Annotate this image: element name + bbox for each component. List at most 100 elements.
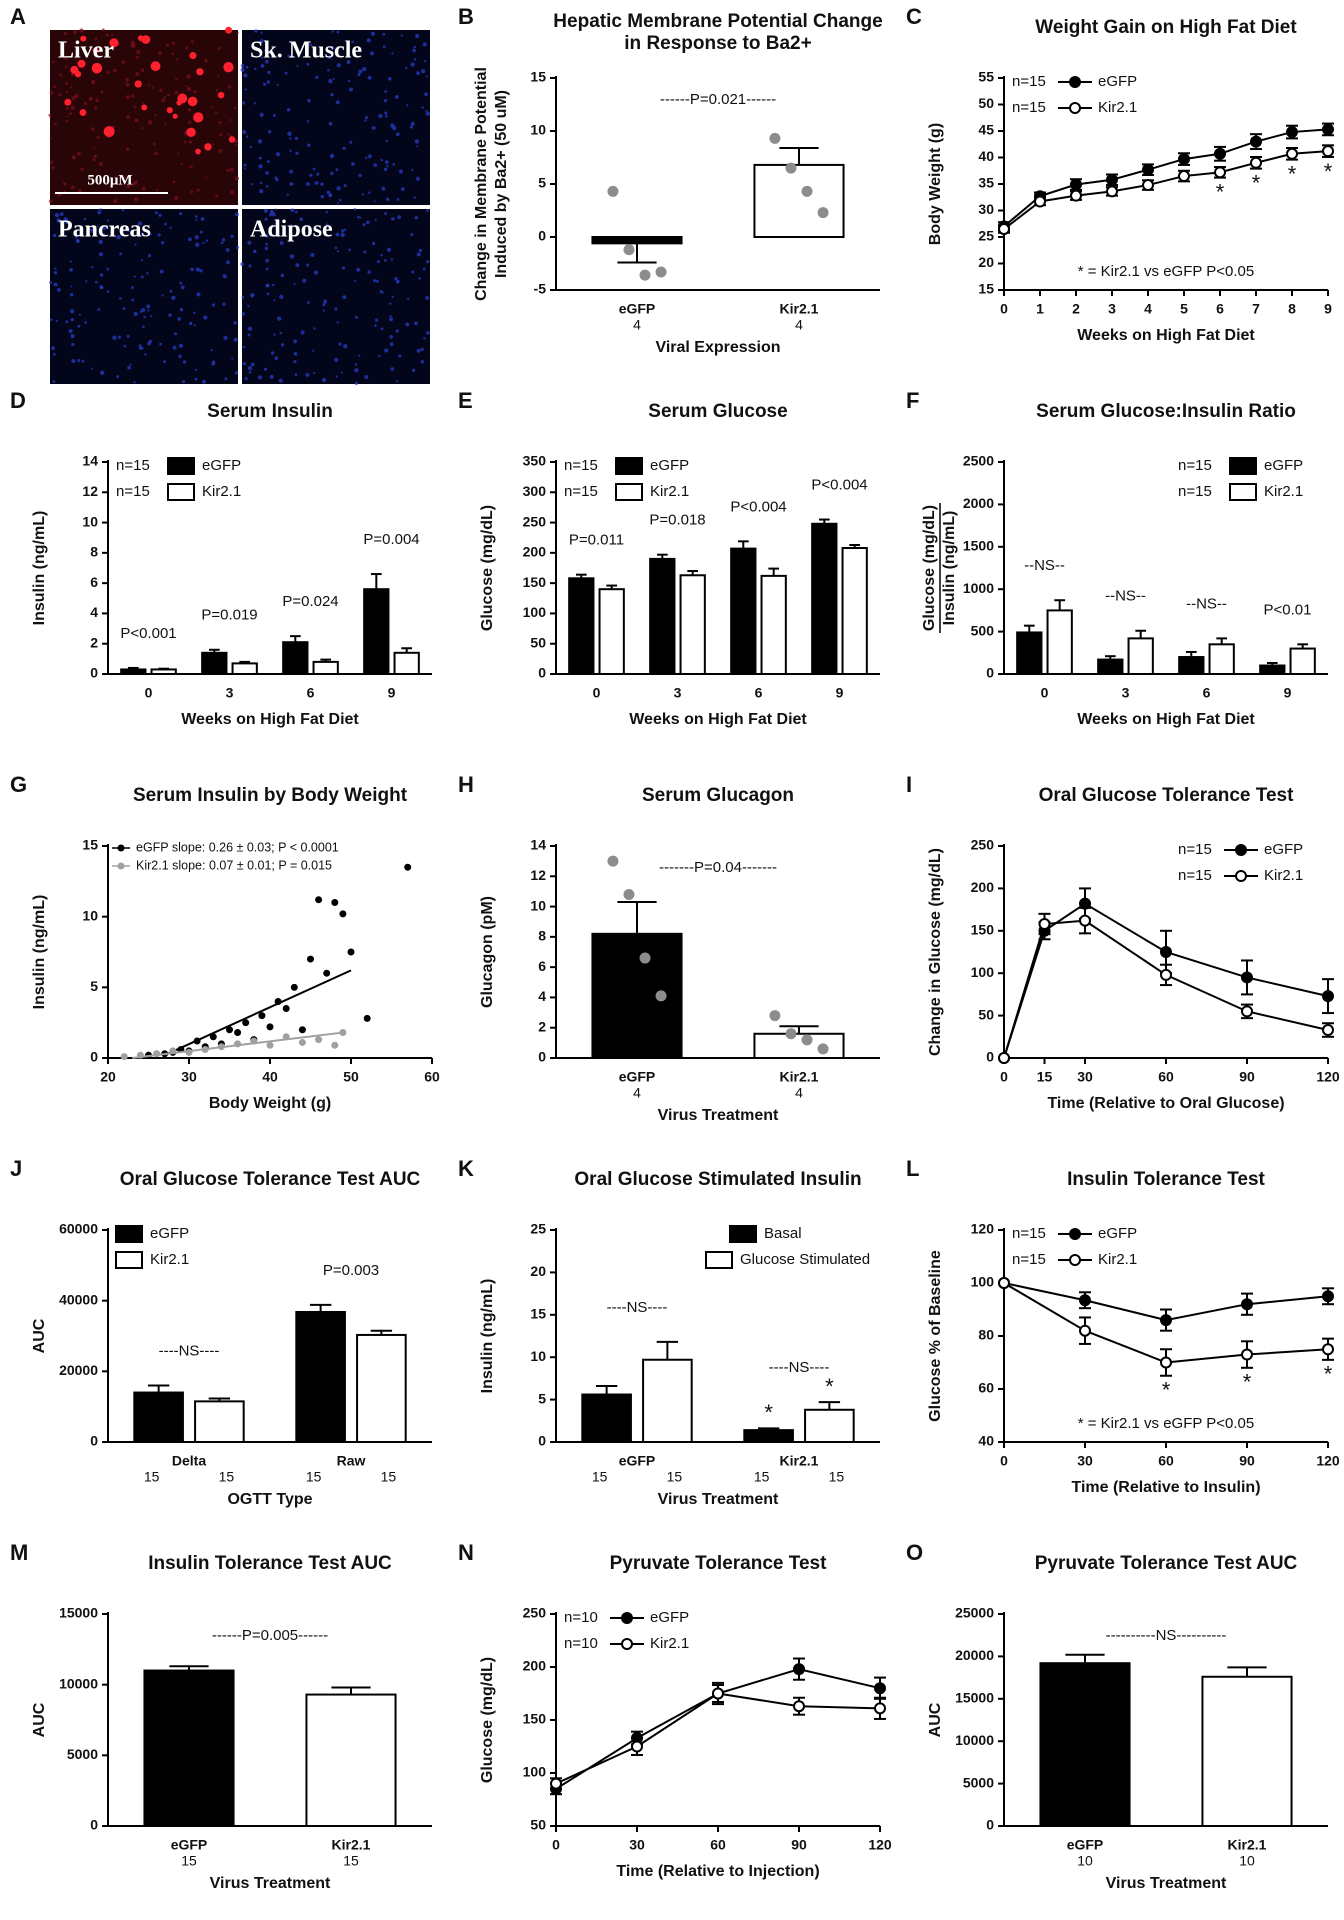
cell-stain bbox=[321, 377, 327, 383]
data-point bbox=[1142, 179, 1154, 192]
bar bbox=[753, 1032, 845, 1060]
cell-stain bbox=[188, 120, 192, 124]
cell-stain bbox=[310, 252, 315, 257]
x-tick-label: 90 bbox=[1239, 1453, 1255, 1469]
cell-stain bbox=[365, 156, 368, 159]
y-tick-label: 5 bbox=[90, 978, 98, 994]
cell-stain bbox=[85, 280, 88, 283]
cell-stain bbox=[386, 247, 392, 252]
cell-stain bbox=[242, 345, 246, 349]
cell-stain bbox=[193, 90, 197, 93]
cell-stain bbox=[215, 194, 219, 198]
cell-stain bbox=[130, 41, 135, 46]
x-tick-label: 3 bbox=[674, 685, 682, 701]
significance-star: * bbox=[1252, 170, 1261, 195]
cell-stain bbox=[254, 67, 257, 70]
cell-stain bbox=[296, 64, 299, 67]
cell-stain bbox=[315, 227, 318, 230]
cell-stain bbox=[254, 29, 258, 33]
x-tick-label: 20 bbox=[100, 1069, 116, 1085]
cell-stain bbox=[265, 283, 270, 288]
cell-stain bbox=[71, 358, 76, 364]
cell-stain bbox=[234, 106, 237, 110]
micrograph-label: Adipose bbox=[250, 217, 333, 243]
bar bbox=[282, 641, 309, 676]
cell-stain bbox=[346, 60, 351, 65]
cell-stain bbox=[133, 381, 136, 384]
x-tick-label: 8 bbox=[1288, 301, 1296, 317]
significance-star: * bbox=[1243, 1370, 1252, 1395]
cell-stain bbox=[376, 260, 380, 264]
chart-title: Oral Glucose Tolerance Test AUC bbox=[120, 1169, 421, 1190]
bar-count: 10 bbox=[1239, 1853, 1255, 1869]
y-tick-label: 20000 bbox=[955, 1647, 994, 1663]
cell-stain bbox=[218, 148, 223, 153]
group-annotation: P<0.004 bbox=[811, 477, 867, 494]
cell-stain bbox=[247, 240, 252, 245]
legend-marker bbox=[1235, 844, 1247, 856]
y-tick-label: 10000 bbox=[59, 1675, 98, 1691]
cell-stain bbox=[144, 353, 147, 356]
cell-stain bbox=[336, 321, 339, 324]
group-annotation: --NS-- bbox=[1186, 595, 1227, 612]
bar-count: 15 bbox=[381, 1469, 397, 1485]
cell-stain bbox=[334, 246, 338, 250]
y-axis-label: Glucose (mg/dL) bbox=[479, 505, 496, 631]
cell-stain bbox=[295, 263, 300, 268]
legend-label: eGFP bbox=[1098, 1225, 1137, 1242]
y-tick-label: 20 bbox=[530, 1263, 546, 1279]
data-point bbox=[234, 1029, 242, 1037]
bar bbox=[194, 1400, 245, 1444]
cell-stain bbox=[248, 264, 252, 268]
cell-stain bbox=[178, 354, 182, 358]
legend-label: Kir2.1 bbox=[650, 483, 689, 500]
y-tick-label: 150 bbox=[523, 1711, 547, 1727]
bar-count: 15 bbox=[829, 1469, 845, 1485]
series-line bbox=[1003, 150, 1329, 230]
cell-stain bbox=[306, 263, 310, 267]
cell-stain bbox=[49, 280, 52, 284]
cell-stain bbox=[125, 77, 130, 82]
cell-stain bbox=[189, 165, 193, 169]
fit-line bbox=[132, 1031, 344, 1059]
cell-stain bbox=[172, 113, 178, 119]
series-line bbox=[1003, 919, 1329, 1059]
bar bbox=[679, 574, 706, 675]
x-tick-label: eGFP bbox=[619, 1069, 656, 1085]
legend-swatch bbox=[1229, 483, 1257, 501]
cell-stain bbox=[180, 162, 183, 166]
cell-stain bbox=[327, 55, 332, 59]
data-point bbox=[298, 1026, 306, 1034]
cell-stain bbox=[65, 90, 68, 93]
cell-stain bbox=[98, 162, 103, 167]
data-point bbox=[404, 863, 412, 871]
x-tick-label: 0 bbox=[1000, 1453, 1008, 1469]
cell-stain bbox=[131, 298, 135, 302]
chart-title: Hepatic Membrane Potential Change bbox=[553, 11, 882, 32]
data-point bbox=[258, 1012, 266, 1020]
cell-stain bbox=[51, 166, 55, 170]
cell-stain bbox=[266, 292, 270, 296]
y-axis-label: Insulin (ng/mL) bbox=[941, 511, 958, 626]
group-annotation: --NS-- bbox=[1105, 588, 1146, 605]
cell-stain bbox=[66, 115, 69, 118]
x-tick-label: eGFP bbox=[171, 1837, 208, 1853]
cell-stain bbox=[202, 241, 205, 245]
cell-stain bbox=[151, 86, 155, 90]
cell-stain bbox=[284, 71, 288, 75]
cell-stain bbox=[77, 358, 81, 362]
cell-stain bbox=[330, 92, 334, 97]
cell-stain bbox=[369, 51, 374, 56]
cell-stain bbox=[101, 28, 105, 32]
cell-stain bbox=[140, 307, 146, 313]
cell-stain bbox=[51, 346, 55, 351]
cell-stain bbox=[289, 224, 293, 228]
cell-stain bbox=[244, 377, 248, 381]
cell-stain bbox=[414, 139, 420, 144]
cell-stain bbox=[335, 232, 340, 237]
cell-stain bbox=[424, 92, 428, 97]
cell-stain bbox=[312, 349, 315, 352]
cell-stain bbox=[224, 377, 228, 381]
cell-stain bbox=[179, 281, 183, 285]
legend-label: eGFP bbox=[1264, 841, 1303, 858]
